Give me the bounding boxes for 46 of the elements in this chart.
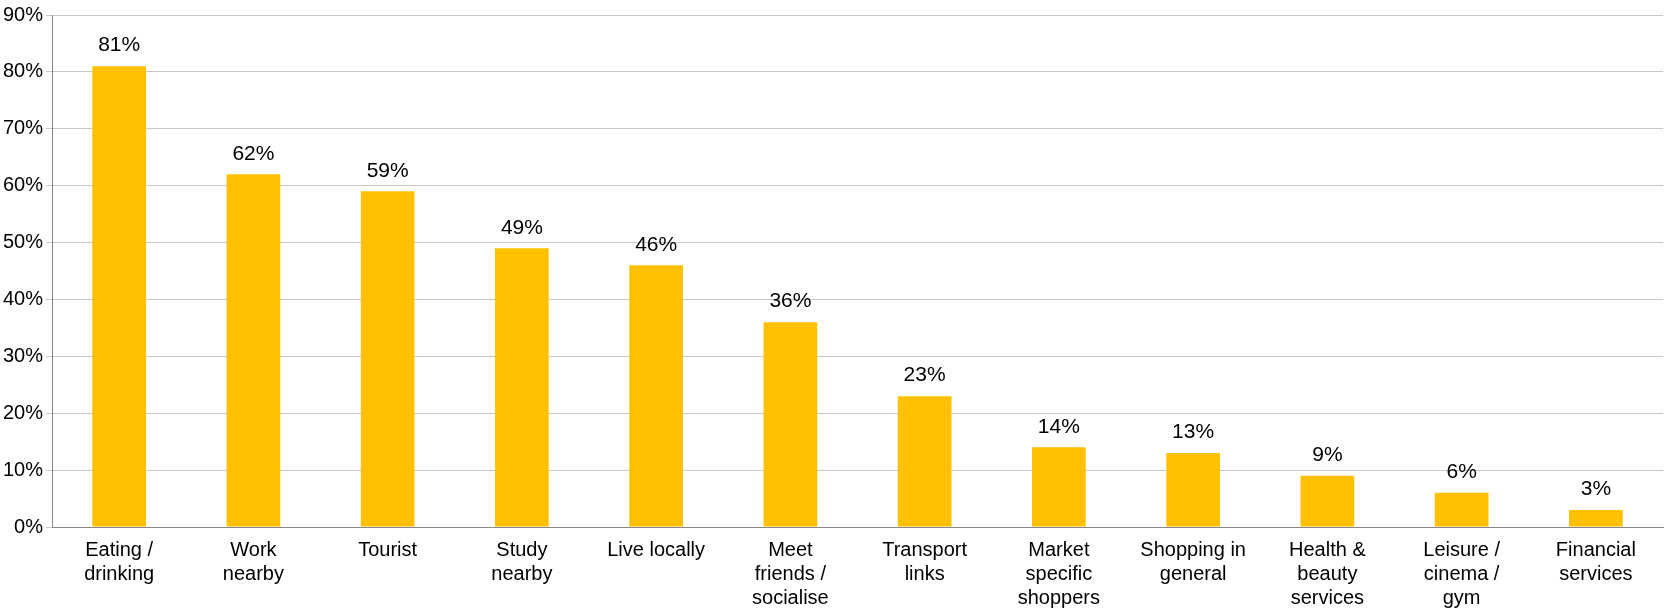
data-label: 36% — [769, 288, 812, 312]
x-tick-label: Shopping in general — [1140, 537, 1246, 584]
bar — [1032, 447, 1086, 527]
bar — [1300, 475, 1355, 527]
y-tick-label: 40% — [3, 286, 44, 309]
bar — [360, 191, 415, 527]
bar — [226, 174, 281, 527]
y-tick-label: 50% — [3, 230, 44, 253]
x-tick-label: Study nearby — [491, 537, 553, 584]
y-tick-label: 20% — [3, 400, 44, 423]
bar — [629, 265, 683, 527]
data-label: 49% — [500, 214, 543, 238]
data-label: 46% — [635, 231, 678, 255]
y-tick-label: 90% — [3, 2, 44, 25]
bar — [495, 248, 549, 527]
x-tick-label: Market specific shoppers — [1017, 537, 1101, 608]
bar — [92, 66, 146, 527]
data-label: 9% — [1312, 442, 1343, 466]
x-tick-label: Transport links — [882, 537, 968, 584]
data-label: 23% — [903, 362, 946, 386]
y-tick-label: 30% — [3, 343, 44, 366]
y-tick-label: 10% — [3, 457, 44, 480]
x-tick-label: Leisure / cinema / gym — [1423, 537, 1501, 608]
y-tick-label: 60% — [3, 173, 44, 196]
data-label: 13% — [1172, 419, 1215, 443]
data-label: 3% — [1580, 476, 1612, 500]
x-tick-label: Work nearby — [222, 537, 284, 584]
data-label: 62% — [232, 140, 275, 164]
data-label: 14% — [1037, 413, 1080, 437]
x-tick-label: Eating / drinking — [84, 537, 155, 584]
bar — [1166, 453, 1220, 527]
y-tick-label: 70% — [3, 116, 44, 139]
data-label: 59% — [366, 157, 409, 181]
x-tick-label: Meet friends / socialise — [752, 537, 829, 608]
bar — [1569, 509, 1623, 527]
bar — [763, 322, 818, 527]
data-label: 6% — [1446, 459, 1477, 483]
x-tick-label: Tourist — [358, 537, 418, 560]
bar — [897, 396, 952, 527]
x-tick-label: Financial services — [1555, 537, 1636, 584]
x-tick-label: Live locally — [607, 537, 706, 560]
bar — [1434, 492, 1489, 527]
data-label: 81% — [98, 32, 141, 56]
y-tick-label: 80% — [3, 59, 44, 82]
y-tick-label: 0% — [14, 514, 44, 537]
x-tick-label: Health & beauty services — [1289, 537, 1367, 608]
